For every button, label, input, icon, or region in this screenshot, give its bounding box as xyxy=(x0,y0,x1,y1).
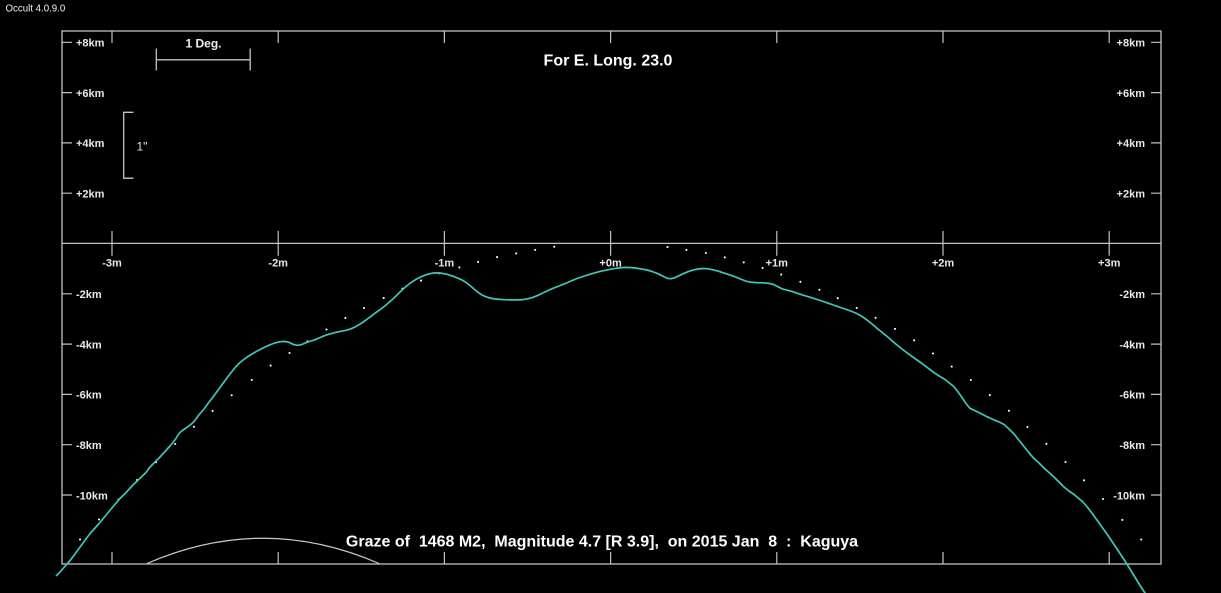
svg-text:-10km: -10km xyxy=(76,490,108,502)
svg-text:+8km: +8km xyxy=(76,38,105,50)
svg-text:-1m: -1m xyxy=(435,257,455,269)
svg-text:-2km: -2km xyxy=(1119,289,1145,301)
svg-text:1": 1" xyxy=(137,140,148,154)
svg-text:-8km: -8km xyxy=(1119,440,1145,452)
svg-text:Graze of 1468 M2, Magnitude: Graze of 1468 M2, Magnitude 4.7 [R 3.9],… xyxy=(346,534,858,551)
svg-text:+8km: +8km xyxy=(1117,38,1146,50)
svg-text:+2m: +2m xyxy=(932,257,955,269)
svg-text:+4km: +4km xyxy=(1117,138,1146,150)
svg-text:-10km: -10km xyxy=(1113,490,1145,502)
svg-text:1 Deg.: 1 Deg. xyxy=(185,37,221,51)
svg-text:+0m: +0m xyxy=(599,257,622,269)
svg-text:+2km: +2km xyxy=(1117,189,1146,201)
svg-text:+4km: +4km xyxy=(76,138,105,150)
svg-text:+2km: +2km xyxy=(76,189,105,201)
svg-text:-4km: -4km xyxy=(76,339,102,351)
svg-text:-6km: -6km xyxy=(76,390,102,402)
svg-text:-6km: -6km xyxy=(1119,390,1145,402)
svg-text:-2km: -2km xyxy=(76,289,102,301)
svg-text:-4km: -4km xyxy=(1119,339,1145,351)
svg-text:Occult 4.0.9.0: Occult 4.0.9.0 xyxy=(6,4,66,15)
svg-text:-2m: -2m xyxy=(268,257,288,269)
svg-text:-8km: -8km xyxy=(76,440,102,452)
svg-text:+6km: +6km xyxy=(76,88,105,100)
svg-text:+6km: +6km xyxy=(1117,88,1146,100)
svg-text:+1m: +1m xyxy=(766,257,789,269)
svg-text:For E. Long. 23.0: For E. Long. 23.0 xyxy=(544,53,673,70)
svg-text:-3m: -3m xyxy=(102,257,122,269)
svg-text:+3m: +3m xyxy=(1098,257,1121,269)
